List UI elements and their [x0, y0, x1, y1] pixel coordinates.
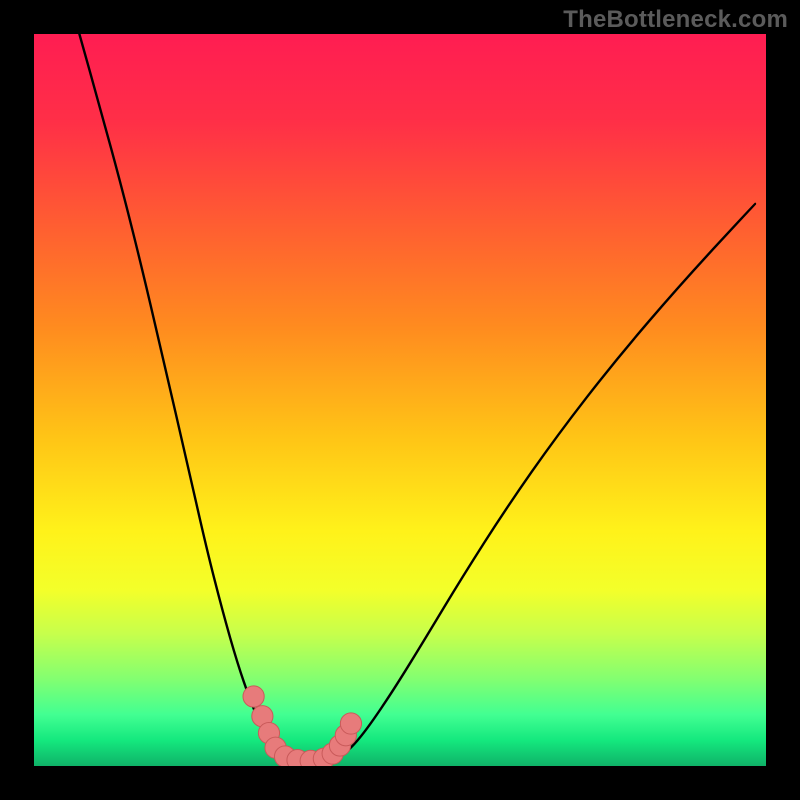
marker-point: [340, 713, 361, 734]
gradient-background: [34, 34, 766, 766]
canvas: TheBottleneck.com: [0, 0, 800, 800]
marker-point: [243, 686, 264, 707]
watermark-text: TheBottleneck.com: [563, 6, 788, 34]
plot-area: [34, 34, 766, 766]
plot-svg: [34, 34, 766, 766]
